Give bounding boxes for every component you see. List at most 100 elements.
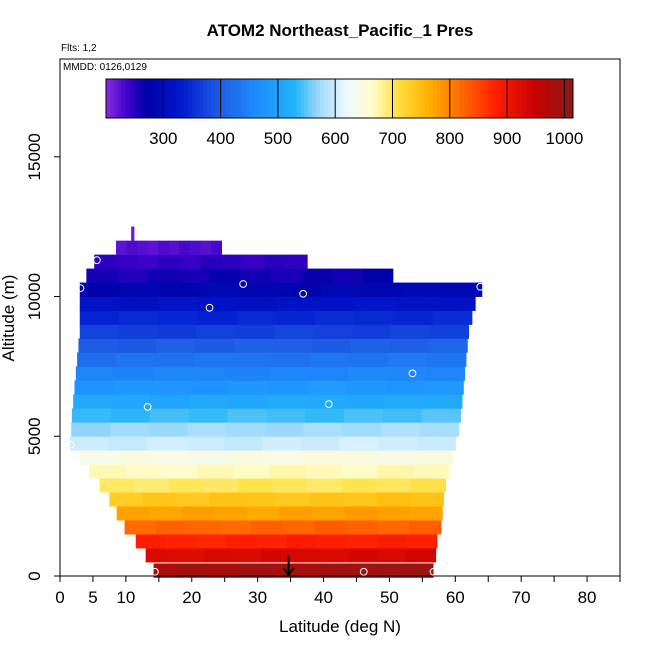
band-cell <box>309 492 344 507</box>
profile-points <box>66 256 485 576</box>
band-cell <box>239 268 271 283</box>
altitude-bands <box>69 226 483 578</box>
band-cell <box>376 478 412 493</box>
band-cell <box>226 422 266 437</box>
colorbar-cell <box>261 79 267 118</box>
band-cell <box>79 296 120 311</box>
y-tick-label: 15000 <box>25 133 44 180</box>
band-cell <box>441 282 483 297</box>
colorbar-cell <box>211 79 216 118</box>
band-cell <box>187 520 221 535</box>
colorbar-cell <box>331 79 337 118</box>
band-cell <box>272 478 308 493</box>
band-cell <box>71 408 112 423</box>
colorbar-cell <box>522 79 527 118</box>
band-cell <box>192 366 232 381</box>
band-cell <box>377 548 408 563</box>
band-cell <box>79 324 120 339</box>
colorbar-cell <box>242 79 247 118</box>
profile-point <box>239 280 248 288</box>
colorbar-cell <box>277 79 282 118</box>
band-cell <box>246 506 280 521</box>
band-cell <box>189 240 201 256</box>
band-cell <box>354 310 394 325</box>
band-cell <box>133 226 135 242</box>
band-cell <box>114 366 155 381</box>
band-cell <box>209 563 238 578</box>
location-arrow <box>282 556 295 577</box>
colorbar-tick-label: 1000 <box>545 129 583 148</box>
band-cell <box>339 436 379 451</box>
band-cell <box>340 464 378 479</box>
y-tick-label: 0 <box>25 571 44 580</box>
colorbar-cell <box>382 79 387 118</box>
band-cell <box>270 366 310 381</box>
colorbar-cell <box>378 79 383 118</box>
band-cell <box>275 310 316 325</box>
band-cell <box>401 282 443 297</box>
colorbar-cell <box>207 79 212 118</box>
band-cell <box>148 422 189 437</box>
band-cell <box>117 338 157 353</box>
band-cell <box>377 520 410 535</box>
band-cell <box>307 380 348 395</box>
colorbar-cell <box>339 79 344 118</box>
colorbar-cell <box>374 79 379 118</box>
band-cell <box>240 282 282 297</box>
band-cell <box>226 534 257 549</box>
band-cell <box>147 240 159 256</box>
band-cell <box>152 380 192 395</box>
band-cell <box>191 380 231 395</box>
colorbar-cell <box>436 79 442 118</box>
colorbar-cell <box>499 79 504 118</box>
band-cell <box>382 408 423 423</box>
band-cell <box>276 492 311 507</box>
band-cell <box>426 352 467 367</box>
band-cell <box>381 422 421 437</box>
colorbar-cell <box>320 79 325 118</box>
colorbar-cell <box>432 79 438 118</box>
band-cell <box>385 380 425 395</box>
band-cell <box>267 394 307 409</box>
band-cell <box>266 450 305 465</box>
colorbar-cell <box>541 79 547 118</box>
band-cell <box>214 506 248 521</box>
colorbar-cell <box>413 79 418 118</box>
colorbar-cell <box>203 79 208 118</box>
colorbar-cell <box>296 79 302 118</box>
band-cell <box>432 310 473 325</box>
band-cell <box>124 520 157 535</box>
band-cell <box>435 296 476 311</box>
band-cell <box>118 310 159 325</box>
y-tick-label: 10000 <box>25 273 44 320</box>
colorbar-cell <box>355 79 360 118</box>
colorbar-cell <box>304 79 309 118</box>
colorbar-cell <box>464 79 469 118</box>
colorbar-cell <box>288 79 294 118</box>
profile-point <box>76 284 85 293</box>
band-cell <box>412 464 450 479</box>
band-cell <box>158 240 170 256</box>
colorbar-cell <box>269 79 274 118</box>
band-cell <box>376 492 411 507</box>
band-cell <box>232 548 263 563</box>
colorbar-cell <box>537 79 543 118</box>
band-cell <box>293 563 322 578</box>
band-cell <box>203 478 239 493</box>
band-cell <box>146 436 187 451</box>
band-cell <box>74 380 114 395</box>
band-cell <box>227 408 267 423</box>
colorbar-cell <box>285 79 290 118</box>
flights-label: Flts: 1,2 <box>61 43 97 54</box>
band-cell <box>176 492 211 507</box>
band-cell <box>251 520 284 535</box>
x-tick-label: 40 <box>314 588 333 607</box>
band-cell <box>346 380 387 395</box>
colorbar-cell <box>518 79 523 118</box>
colorbar-cell <box>370 79 376 118</box>
band-cell <box>191 450 230 465</box>
band-cell <box>221 254 244 269</box>
chart-title: ATOM2 Northeast_Pacific_1 Pres <box>207 21 474 40</box>
band-cell <box>154 352 195 367</box>
band-cell <box>228 450 267 465</box>
